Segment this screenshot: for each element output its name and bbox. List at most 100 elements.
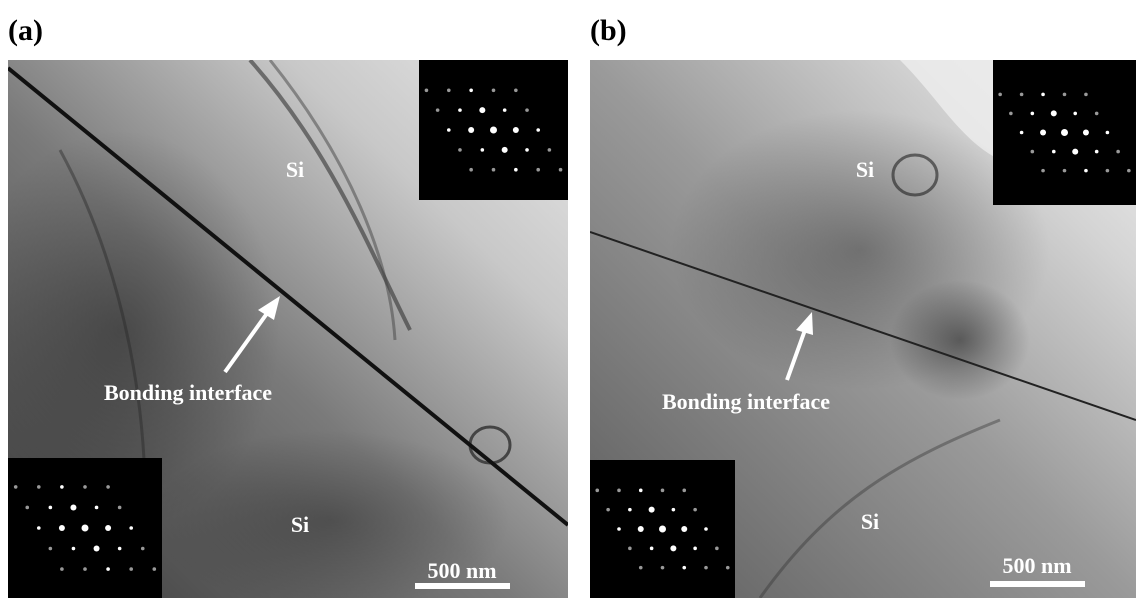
diffraction-spot xyxy=(503,108,507,112)
panel-label: (a) xyxy=(8,14,43,47)
diffraction-spot xyxy=(49,506,53,510)
diffraction-spot xyxy=(105,525,111,531)
diffraction-spot xyxy=(94,546,100,552)
diffraction-spot xyxy=(502,147,508,153)
diffraction-spot xyxy=(682,566,686,570)
diffraction-spot xyxy=(639,489,643,493)
diffraction-spot xyxy=(704,566,708,570)
diffraction-spot xyxy=(650,547,654,551)
diffraction-spot xyxy=(514,88,518,92)
diffraction-spot xyxy=(1041,169,1045,173)
diffraction-spot xyxy=(59,525,65,531)
diffraction-spot xyxy=(682,489,686,493)
diffraction-spot xyxy=(1061,129,1068,136)
diffraction-spot xyxy=(1084,93,1088,97)
diffraction-spot xyxy=(1106,169,1110,173)
diffraction-spot xyxy=(1073,112,1077,116)
annotation: Bonding interface xyxy=(104,380,272,405)
diffraction-spot xyxy=(681,526,687,532)
diffraction-spot xyxy=(1063,169,1067,173)
page: (a) Si Si Bonding interface 500 nm (b) S… xyxy=(0,0,1136,598)
diffraction-spot xyxy=(95,506,99,510)
diffraction-spot xyxy=(672,508,676,512)
diffraction-spot xyxy=(514,168,518,172)
diffraction-spot xyxy=(1031,150,1035,154)
diffraction-spot xyxy=(1020,93,1024,97)
diffraction-spot xyxy=(649,507,655,513)
diffraction-spot xyxy=(447,88,451,92)
diffraction-spot xyxy=(82,525,89,532)
diffraction-spot xyxy=(1040,130,1046,136)
diffraction-spot xyxy=(1009,112,1013,116)
diffraction-spot xyxy=(447,128,451,132)
diffraction-spot xyxy=(492,88,496,92)
diffraction-spot xyxy=(83,485,87,489)
diffraction-spot xyxy=(14,485,18,489)
diffraction-spot xyxy=(469,88,473,92)
diffraction-spot xyxy=(1051,110,1057,116)
diffraction-spot xyxy=(153,567,157,571)
diffraction-spot xyxy=(606,508,610,512)
diffraction-spot xyxy=(693,547,697,551)
material-label: Si xyxy=(286,157,304,182)
diffraction-spot xyxy=(661,566,665,570)
diffraction-spot xyxy=(617,489,621,493)
diffraction-spot xyxy=(468,127,474,133)
diffraction-spot xyxy=(1020,131,1024,135)
diffraction-spot xyxy=(458,108,462,112)
annotation: Bonding interface xyxy=(662,389,830,414)
diffraction-spot xyxy=(1095,150,1099,154)
diffraction-spot xyxy=(659,526,666,533)
diffraction-spot xyxy=(548,148,552,152)
diffraction-spot xyxy=(49,547,53,551)
diffraction-spot xyxy=(595,489,599,493)
diffraction-spot xyxy=(1127,169,1131,173)
diffraction-spot xyxy=(479,107,485,113)
diffraction-spot xyxy=(704,527,708,531)
diffraction-spot xyxy=(715,547,719,551)
diffraction-spot xyxy=(536,128,540,132)
diffraction-spot xyxy=(628,547,632,551)
diffraction-spot xyxy=(1041,93,1045,97)
diffraction-spot xyxy=(639,566,643,570)
diffraction-spot xyxy=(129,526,133,530)
diffraction-spot xyxy=(492,168,496,172)
material-label: Si xyxy=(856,157,874,182)
diffraction-spot xyxy=(1084,169,1088,173)
scale-bar xyxy=(990,581,1085,587)
diffraction-spot xyxy=(670,545,676,551)
diffraction-spot xyxy=(1106,131,1110,135)
material-label: Si xyxy=(291,512,309,537)
diffraction-spot xyxy=(617,527,621,531)
diffraction-spot xyxy=(425,88,429,92)
diffraction-spot xyxy=(118,506,122,510)
diffraction-spot xyxy=(469,168,473,172)
material-label: Si xyxy=(861,509,879,534)
panel-label: (b) xyxy=(590,14,627,47)
diffraction-spot xyxy=(513,127,519,133)
diffraction-spot xyxy=(60,567,64,571)
diffraction-spot xyxy=(37,485,41,489)
diffraction-spot xyxy=(661,489,665,493)
diffraction-spot xyxy=(60,485,64,489)
diffraction-spot xyxy=(436,108,440,112)
diffraction-spot xyxy=(1116,150,1120,154)
diffraction-spot xyxy=(638,526,644,532)
diffraction-spot xyxy=(559,168,563,172)
diffraction-spot xyxy=(106,485,110,489)
diffraction-spot xyxy=(525,148,529,152)
diffraction-spot xyxy=(1031,112,1035,116)
diffraction-spot xyxy=(628,508,632,512)
diffraction-spot xyxy=(70,504,76,510)
diffraction-spot xyxy=(72,547,76,551)
diffraction-spot xyxy=(458,148,462,152)
diffraction-spot xyxy=(83,567,87,571)
diffraction-spot xyxy=(998,93,1002,97)
scale-bar-label: 500 nm xyxy=(1002,553,1071,578)
diffraction-spot xyxy=(37,526,41,530)
figure: (a) Si Si Bonding interface 500 nm (b) S… xyxy=(0,0,1136,598)
diffraction-spot xyxy=(525,108,529,112)
diffraction-spot xyxy=(25,506,29,510)
diffraction-spot xyxy=(1072,149,1078,155)
diffraction-spot xyxy=(141,547,145,551)
